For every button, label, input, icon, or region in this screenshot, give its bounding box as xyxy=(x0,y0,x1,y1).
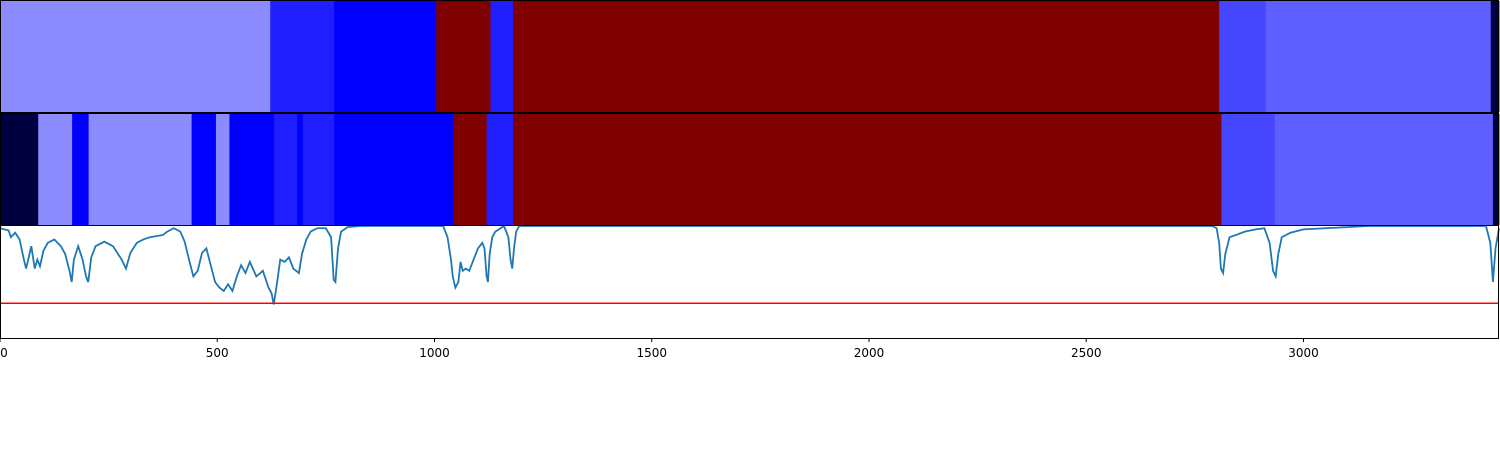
x-tick-label: 2000 xyxy=(854,346,885,360)
segment-1-12 xyxy=(486,114,514,225)
panel-frames xyxy=(0,0,1499,339)
segment-1-7 xyxy=(274,114,298,225)
segment-1-1 xyxy=(38,114,73,225)
segment-track-middle xyxy=(0,114,1500,225)
segment-0-5 xyxy=(513,1,1220,112)
x-tick-label: 500 xyxy=(206,346,229,360)
segment-0-7 xyxy=(1265,1,1492,112)
segment-1-16 xyxy=(1492,114,1500,225)
segment-1-15 xyxy=(1274,114,1494,225)
segment-0-6 xyxy=(1219,1,1267,112)
segment-1-0 xyxy=(0,114,39,225)
x-tick-label: 0 xyxy=(0,346,8,360)
segment-0-0 xyxy=(0,1,271,112)
segment-0-3 xyxy=(436,1,491,112)
x-tick-label: 2500 xyxy=(1071,346,1102,360)
line-panel xyxy=(0,224,1500,305)
segment-1-3 xyxy=(88,114,193,225)
segment-track-top xyxy=(0,1,1500,112)
x-axis: 0 500 1000 1500 2000 2500 3000 xyxy=(0,338,1319,360)
segment-1-10 xyxy=(334,114,454,225)
segment-1-2 xyxy=(72,114,90,225)
segment-0-8 xyxy=(1490,1,1500,112)
panel-frame-0 xyxy=(0,0,1499,113)
x-tick-label: 1500 xyxy=(636,346,667,360)
segment-1-4 xyxy=(191,114,217,225)
series-line xyxy=(0,224,1500,305)
segment-1-9 xyxy=(302,114,335,225)
segment-0-2 xyxy=(334,1,437,112)
segment-1-6 xyxy=(229,114,275,225)
segment-0-4 xyxy=(490,1,514,112)
segment-1-8 xyxy=(297,114,304,225)
segment-1-5 xyxy=(215,114,230,225)
segment-1-13 xyxy=(513,114,1222,225)
panel-frame-2 xyxy=(0,225,1499,339)
segment-1-14 xyxy=(1221,114,1276,225)
segment-1-11 xyxy=(453,114,488,225)
segment-0-1 xyxy=(270,1,335,112)
x-tick-label: 1000 xyxy=(419,346,450,360)
x-tick-label: 3000 xyxy=(1288,346,1319,360)
